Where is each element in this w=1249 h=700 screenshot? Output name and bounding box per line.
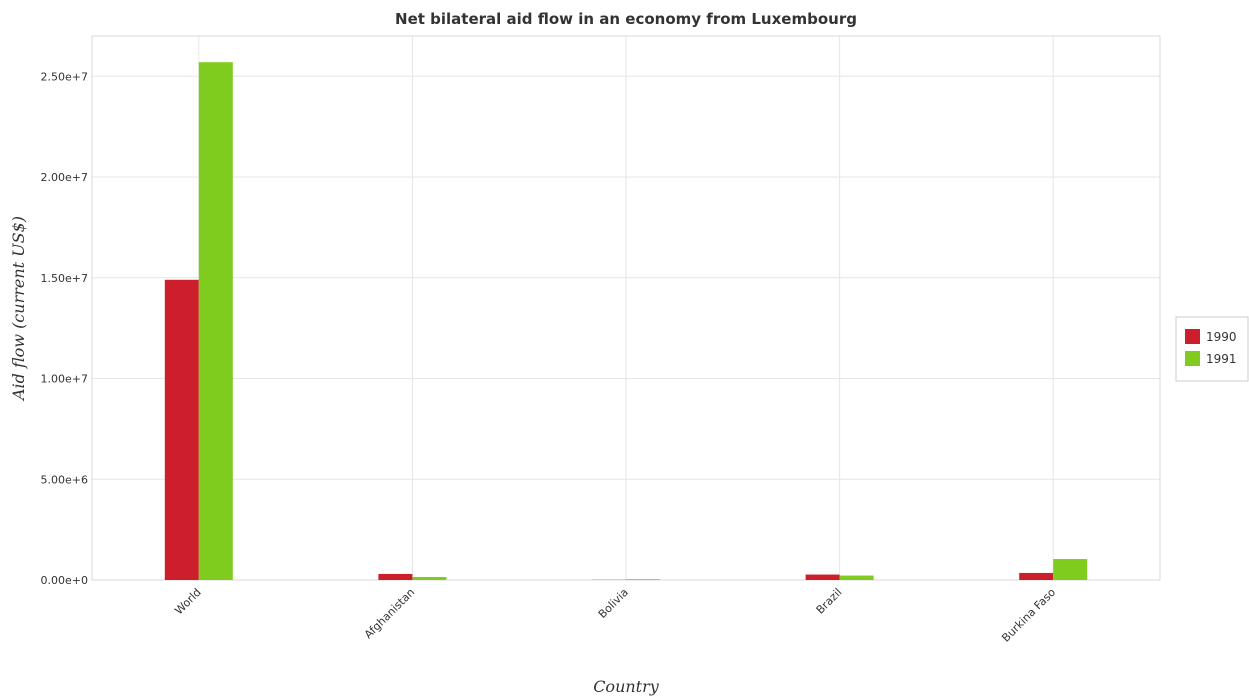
- y-tick-label: 0.00e+0: [41, 574, 88, 587]
- bar-1991-brazil: [839, 575, 874, 580]
- x-tick-label: Burkina Faso: [999, 586, 1058, 645]
- x-tick-label: Brazil: [814, 586, 845, 617]
- bar-1990-world: [164, 279, 199, 580]
- y-tick-label: 2.50e+7: [41, 70, 88, 83]
- bar-1991-bolivia: [626, 579, 660, 580]
- legend: 1990 1991: [1175, 316, 1249, 382]
- y-tick-label: 5.00e+6: [41, 473, 88, 486]
- bar-1990-burkina-faso: [1019, 572, 1054, 580]
- bars: [164, 62, 1088, 581]
- legend-box: [1175, 316, 1249, 382]
- legend-swatch-1990: [1185, 329, 1200, 344]
- y-tick-label: 1.50e+7: [41, 272, 88, 285]
- legend-swatch-1991: [1185, 351, 1200, 366]
- bar-1990-afghanistan: [378, 573, 413, 580]
- y-tick-labels: 0.00e+0 5.00e+6 1.00e+7 1.50e+7 2.00e+7 2.50e…: [41, 70, 88, 587]
- x-axis-label: Country: [593, 677, 660, 696]
- x-tick-label: World: [172, 586, 203, 617]
- bar-1991-world: [198, 62, 233, 581]
- bar-1990-brazil: [805, 574, 840, 580]
- x-tick-labels: World Afghanistan Bolivia Brazil Burkina Fas…: [172, 586, 1058, 645]
- legend-label-1990: 1990: [1206, 330, 1237, 344]
- bar-1991-afghanistan: [412, 576, 447, 580]
- legend-label-1991: 1991: [1206, 352, 1237, 366]
- bar-1991-burkina-faso: [1053, 559, 1088, 580]
- x-tick-label: Afghanistan: [362, 586, 418, 642]
- x-tick-label: Bolivia: [596, 586, 631, 621]
- y-tick-label: 1.00e+7: [41, 373, 88, 386]
- y-tick-label: 2.00e+7: [41, 171, 88, 184]
- y-axis-label: Aid flow (current US$): [9, 216, 28, 402]
- grid: [92, 36, 1160, 581]
- chart-title: Net bilateral aid flow in an economy fro…: [395, 10, 857, 28]
